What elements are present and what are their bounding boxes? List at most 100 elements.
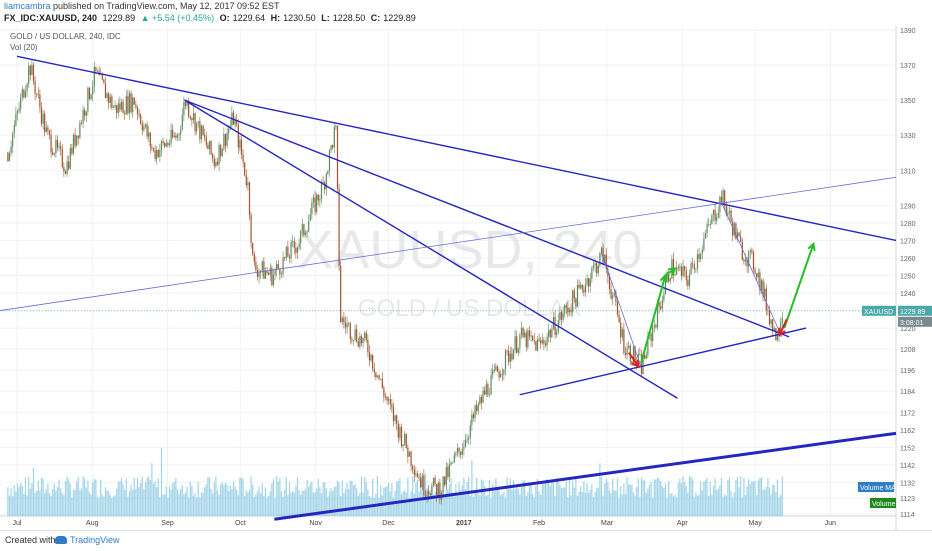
candle-body	[208, 141, 211, 150]
y-tick-label: 1220	[900, 326, 916, 333]
published-text: published on TradingView.com, May 12, 20…	[53, 1, 280, 11]
candle-body	[586, 278, 588, 285]
volume-bar	[343, 492, 345, 516]
volume-bar	[748, 478, 750, 516]
candle-body	[439, 482, 441, 500]
volume-bar	[458, 482, 460, 516]
volume-bar	[45, 489, 47, 516]
candle-body	[448, 464, 451, 478]
price-chart[interactable]: 1390 1370 1350 1330 1310 1290 1280 1270 1260 1250…	[0, 26, 932, 530]
volume-bar	[175, 478, 177, 516]
candle-body	[280, 273, 283, 275]
volume-bar	[623, 483, 625, 516]
candle-body	[210, 141, 212, 155]
volume-bar	[306, 480, 308, 516]
volume-bar	[516, 485, 518, 516]
volume-bar	[130, 484, 132, 516]
candle-body	[650, 333, 652, 341]
candle-body	[135, 104, 137, 108]
volume-bar	[519, 494, 521, 516]
candle-body	[365, 332, 367, 341]
volume-bar	[8, 495, 11, 516]
candle-body	[45, 127, 47, 133]
volume-bar	[679, 478, 681, 516]
candle-body	[204, 134, 206, 138]
candle-body	[304, 233, 307, 235]
candle-body	[756, 273, 758, 278]
candle-body	[760, 280, 763, 291]
x-tick-label: Oct	[235, 520, 246, 527]
volume-bar	[96, 497, 99, 516]
candle-body	[517, 348, 519, 353]
tradingview-brand[interactable]: TradingView	[70, 535, 120, 545]
candle-body	[677, 267, 679, 269]
volume-bar	[242, 478, 244, 516]
y-tick-label: 1330	[900, 133, 916, 140]
candle-body	[333, 126, 335, 148]
candle-body	[645, 354, 647, 359]
volume-bar	[597, 487, 599, 516]
candle-body	[656, 302, 659, 328]
volume-bar	[573, 487, 575, 516]
candle-body	[236, 120, 238, 125]
volume-bar	[319, 487, 321, 516]
candle-body	[556, 331, 558, 335]
volume-bar	[247, 492, 249, 516]
volume-bar	[725, 495, 727, 516]
candle-body	[496, 366, 499, 372]
volume-bar	[12, 496, 14, 516]
candle-body	[616, 301, 619, 315]
candle-body	[469, 425, 471, 438]
volume-bar	[709, 481, 711, 516]
volume-bar	[746, 486, 748, 516]
candle-body	[288, 256, 291, 259]
candle-body	[207, 144, 209, 150]
candle-body	[189, 116, 191, 119]
candle-body	[455, 453, 457, 456]
countdown-tag-bg	[898, 316, 932, 327]
candle-body	[103, 79, 105, 84]
x-tick-label: 2017	[456, 520, 472, 527]
candle-body	[684, 266, 686, 271]
volume-bar	[165, 486, 167, 516]
x-tick-label: May	[749, 520, 763, 527]
volume-bar	[653, 478, 655, 516]
candle-body	[764, 288, 766, 297]
candle-body	[162, 141, 164, 143]
volume-bar	[658, 478, 660, 516]
candle-body	[408, 451, 411, 457]
volume-bar	[642, 479, 644, 516]
volume-bar	[648, 484, 651, 516]
volume-bar	[124, 490, 126, 516]
volume-bar	[431, 492, 433, 516]
volume-bar	[53, 483, 55, 516]
candle-body	[285, 246, 287, 259]
volume-bar	[208, 477, 211, 516]
candle-body	[490, 375, 492, 395]
author-link[interactable]: liamcambra	[4, 1, 51, 11]
volume-bar	[706, 477, 708, 516]
volume-bar	[538, 491, 540, 516]
volume-bar	[578, 491, 580, 516]
x-tick-label: Mar	[601, 520, 614, 527]
candle-body	[386, 396, 388, 401]
candle-body	[149, 132, 151, 147]
volume-bar	[495, 478, 497, 516]
volume-bar	[506, 477, 508, 516]
candle-body	[352, 339, 355, 341]
volume-bar	[508, 489, 510, 516]
down-arrow	[778, 318, 788, 336]
volume-bar	[23, 494, 25, 516]
volume-bar	[501, 494, 503, 516]
volume-bar	[224, 482, 227, 516]
volume-bar	[154, 481, 156, 516]
volume-bar	[63, 495, 65, 516]
low-value: 1228.50	[332, 13, 366, 23]
candle-body	[647, 335, 649, 355]
candle-body	[570, 309, 572, 313]
volume-bar	[324, 481, 326, 516]
volume-bar	[498, 490, 500, 516]
candle-body	[655, 325, 657, 328]
volume-bar	[197, 481, 199, 516]
volume-bar	[528, 483, 531, 516]
